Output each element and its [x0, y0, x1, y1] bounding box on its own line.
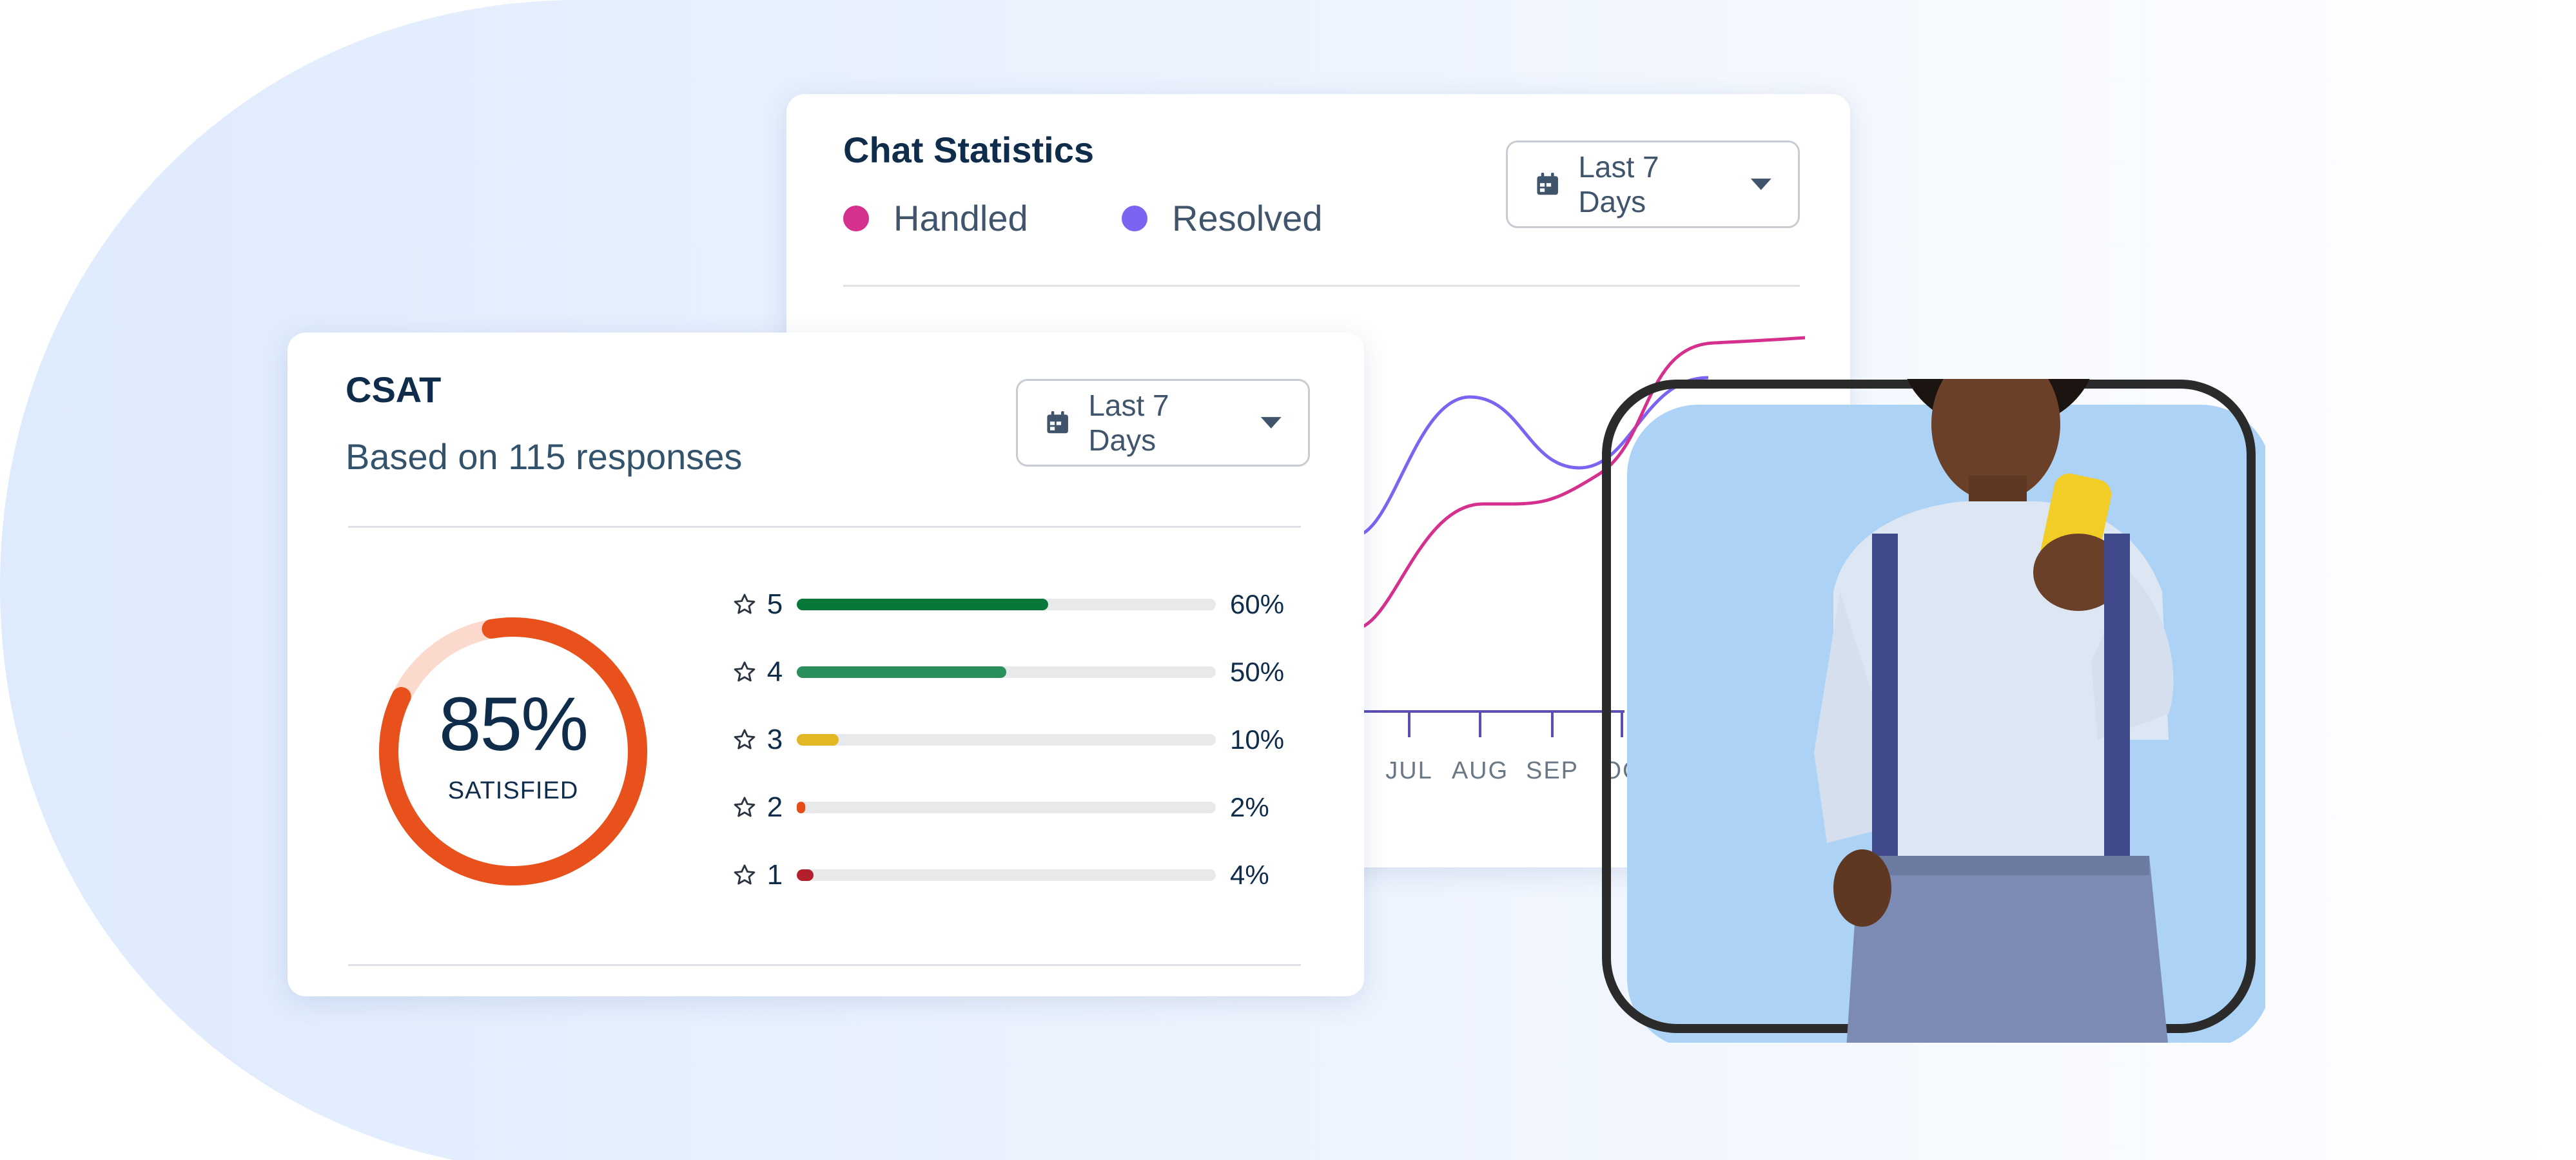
person-figure — [1814, 379, 2174, 1043]
rating-row-3: 3 10% — [732, 720, 1284, 759]
rating-bar-fill — [797, 802, 805, 813]
rating-stars-value: 3 — [766, 724, 783, 755]
csat-subtitle: Based on 115 responses — [346, 436, 743, 477]
rating-stars-value: 5 — [766, 588, 783, 620]
rating-bar-fill — [797, 599, 1048, 610]
rating-row-4: 4 50% — [732, 653, 1284, 691]
rating-bar-track — [797, 869, 1216, 881]
rating-row-5: 5 60% — [732, 585, 1284, 624]
handled-legend-dot — [843, 205, 869, 231]
x-axis-label: AUG — [1452, 757, 1508, 784]
rating-percent: 60% — [1230, 589, 1285, 619]
rating-percent: 50% — [1230, 657, 1285, 687]
star-outline-icon — [734, 661, 756, 682]
csat-card-title: CSAT — [346, 369, 442, 410]
rating-bar-track — [797, 666, 1216, 678]
rating-bar-track — [797, 802, 1216, 813]
rating-percent: 10% — [1230, 724, 1285, 755]
rating-percent: 4% — [1230, 860, 1269, 890]
caret-down-icon — [1260, 417, 1282, 429]
rating-bar-fill — [797, 666, 1006, 678]
legend-handled: Handled — [843, 197, 1028, 239]
donut-arc — [379, 617, 647, 885]
satisfaction-label: SATISFIED — [447, 777, 579, 804]
star-outline-icon — [734, 729, 756, 749]
star-outline-icon — [734, 797, 756, 817]
rating-stars-value: 4 — [766, 656, 783, 688]
rating-stars-value: 1 — [766, 859, 783, 891]
rating-bar-track — [797, 734, 1216, 746]
rating-percent: 2% — [1230, 792, 1269, 822]
rating-row-1: 1 4% — [732, 856, 1269, 894]
chat-header-divider — [843, 285, 1800, 287]
csat-card: CSAT Based on 115 responses Last 7 Days … — [288, 333, 1364, 996]
csat-footer-divider — [348, 964, 1301, 966]
x-axis-label: SEP — [1526, 757, 1579, 784]
resolved-legend-dot — [1122, 205, 1147, 231]
calendar-icon — [1047, 411, 1068, 434]
person-photo — [1601, 379, 2265, 1043]
star-outline-icon — [734, 594, 756, 614]
star-outline-icon — [734, 864, 756, 885]
rating-stars-value: 2 — [766, 791, 783, 823]
chat-dropdown-label: Last 7 Days — [1578, 150, 1659, 218]
satisfaction-score: 85% — [438, 682, 589, 767]
csat-dropdown-label: Last 7 Days — [1088, 389, 1169, 457]
legend-resolved: Resolved — [1122, 197, 1322, 239]
handled-line — [1353, 336, 1806, 631]
x-axis-ticks — [1408, 711, 1623, 737]
legend-resolved-label: Resolved — [1172, 198, 1323, 238]
legend-handled-label: Handled — [893, 198, 1028, 238]
calendar-icon — [1537, 172, 1558, 195]
rating-row-2: 2 2% — [732, 788, 1269, 827]
rating-bar-fill — [797, 734, 839, 746]
person-illustration — [1602, 379, 2265, 1043]
x-axis-label: JUL — [1385, 757, 1433, 784]
chat-date-range-dropdown[interactable]: Last 7 Days — [1506, 140, 1800, 228]
csat-date-range-dropdown[interactable]: Last 7 Days — [1016, 379, 1310, 467]
rating-bar-track — [797, 599, 1216, 610]
rating-bar-fill — [797, 869, 814, 881]
chat-card-title: Chat Statistics — [843, 130, 1094, 170]
satisfaction-donut — [379, 617, 647, 885]
csat-header-divider — [348, 526, 1301, 528]
caret-down-icon — [1750, 179, 1771, 190]
